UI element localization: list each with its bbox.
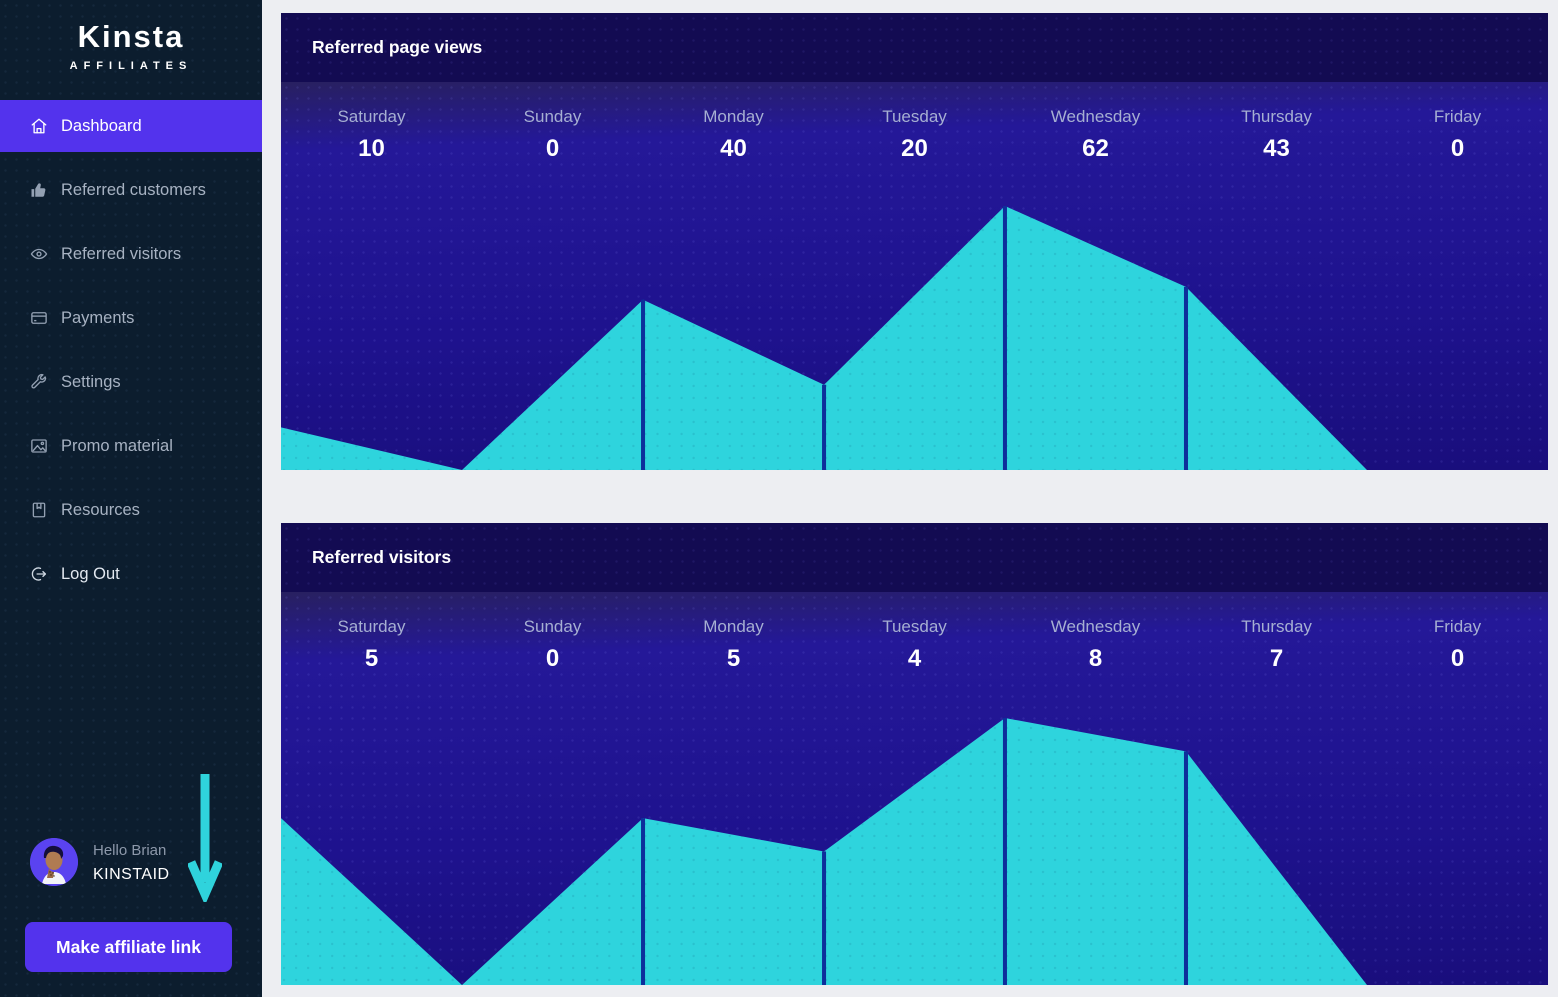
- day-label: Wednesday: [1050, 617, 1141, 636]
- day-label: Saturday: [337, 617, 406, 636]
- sidebar-item-label: Referred customers: [61, 180, 206, 199]
- day-label: Saturday: [337, 107, 406, 126]
- day-column-tuesday: Tuesday 20: [824, 107, 1005, 163]
- sidebar-item-label: Referred visitors: [61, 244, 182, 263]
- day-value: 5: [726, 645, 741, 672]
- sidebar-nav: Dashboard Referred customers Referred visi…: [0, 100, 262, 612]
- sidebar: Kinsta AFFILIATES Dashboard Referred cust…: [0, 0, 262, 997]
- avatar: [30, 838, 78, 886]
- sidebar-item-label: Settings: [61, 372, 121, 391]
- sidebar-item-log-out[interactable]: Log Out: [0, 548, 262, 600]
- day-value: 4: [907, 645, 922, 672]
- day-column-tuesday: Tuesday 4: [824, 617, 1005, 673]
- card-title: Referred page views: [312, 37, 483, 57]
- day-label: Sunday: [523, 107, 582, 126]
- day-column-friday: Friday 0: [1367, 617, 1548, 673]
- day-label: Tuesday: [882, 107, 947, 126]
- sidebar-item-payments[interactable]: Payments: [0, 292, 262, 344]
- brand-name: Kinsta: [77, 19, 185, 54]
- card-title: Referred visitors: [312, 547, 452, 567]
- day-column-thursday: Thursday 7: [1186, 617, 1367, 673]
- sidebar-item-label: Dashboard: [61, 116, 142, 135]
- card-header: Referred visitors: [281, 523, 1548, 592]
- day-value: 7: [1269, 645, 1284, 672]
- area-chart-svg: [281, 206, 1548, 470]
- day-value: 43: [1263, 135, 1290, 162]
- eye-icon: [30, 245, 48, 263]
- day-label: Sunday: [523, 617, 582, 636]
- referred-visitors-card: Referred visitors Saturday 5 Sunday 0 Monday…: [281, 523, 1548, 985]
- sidebar-item-label: Promo material: [61, 436, 173, 455]
- make-affiliate-link-button[interactable]: Make affiliate link: [25, 922, 232, 972]
- day-value: 0: [545, 135, 560, 162]
- day-column-friday: Friday 0: [1367, 107, 1548, 163]
- day-label: Thursday: [1241, 617, 1312, 636]
- referred-page-views-card: Referred page views Saturday 10 Sunday 0 Mon…: [281, 13, 1548, 470]
- down-arrow-annotation: [188, 774, 222, 902]
- sidebar-item-referred-visitors[interactable]: Referred visitors: [0, 228, 262, 280]
- day-column-wednesday: Wednesday 8: [1005, 617, 1186, 673]
- day-label: Monday: [703, 617, 764, 636]
- day-label: Friday: [1433, 617, 1482, 636]
- sidebar-item-label: Log Out: [61, 564, 120, 583]
- day-label: Wednesday: [1050, 107, 1141, 126]
- brand-logo: Kinsta AFFILIATES: [0, 0, 262, 72]
- credit-card-icon: [30, 309, 48, 327]
- sidebar-item-label: Resources: [61, 500, 140, 519]
- day-value: 10: [358, 135, 385, 162]
- chart-plot-area: Saturday 5 Sunday 0 Monday 5 Tuesday 4 Wednesday…: [281, 592, 1548, 985]
- day-value: 0: [1450, 645, 1465, 672]
- day-value: 5: [364, 645, 379, 672]
- main-content: Referred page views Saturday 10 Sunday 0 Mon…: [262, 0, 1558, 997]
- user-username: KINSTAID: [93, 866, 170, 883]
- logout-icon: [30, 565, 48, 583]
- book-icon: [30, 501, 48, 519]
- sidebar-item-settings[interactable]: Settings: [0, 356, 262, 408]
- day-columns: Saturday 5 Sunday 0 Monday 5 Tuesday 4 Wednesday…: [281, 592, 1548, 673]
- day-value: 0: [1450, 135, 1465, 162]
- image-icon: [30, 437, 48, 455]
- day-value: 8: [1088, 645, 1103, 672]
- area-series: [281, 206, 1548, 470]
- sidebar-item-label: Payments: [61, 308, 135, 327]
- day-column-monday: Monday 5: [643, 617, 824, 673]
- day-column-wednesday: Wednesday 62: [1005, 107, 1186, 163]
- home-icon: [30, 117, 48, 135]
- day-column-thursday: Thursday 43: [1186, 107, 1367, 163]
- day-columns: Saturday 10 Sunday 0 Monday 40 Tuesday 20 Wednes…: [281, 82, 1548, 163]
- day-label: Tuesday: [882, 617, 947, 636]
- day-value: 40: [720, 135, 747, 162]
- day-column-sunday: Sunday 0: [462, 617, 643, 673]
- day-column-saturday: Saturday 10: [281, 107, 462, 163]
- day-column-saturday: Saturday 5: [281, 617, 462, 673]
- day-value: 62: [1082, 135, 1109, 162]
- day-value: 0: [545, 645, 560, 672]
- sidebar-item-referred-customers[interactable]: Referred customers: [0, 164, 262, 216]
- user-greeting: Hello Brian: [93, 842, 167, 859]
- day-value: 20: [901, 135, 928, 162]
- area-chart-svg: [281, 718, 1548, 985]
- user-block: Hello Brian KINSTAID: [0, 836, 262, 896]
- sidebar-item-resources[interactable]: Resources: [0, 484, 262, 536]
- sidebar-item-promo-material[interactable]: Promo material: [0, 420, 262, 472]
- brand-tagline: AFFILIATES: [69, 60, 193, 72]
- day-label: Monday: [703, 107, 764, 126]
- sidebar-item-dashboard[interactable]: Dashboard: [0, 100, 262, 152]
- day-column-sunday: Sunday 0: [462, 107, 643, 163]
- day-label: Thursday: [1241, 107, 1312, 126]
- chart-plot-area: Saturday 10 Sunday 0 Monday 40 Tuesday 20 Wednes…: [281, 82, 1548, 470]
- area-series: [281, 718, 1548, 985]
- card-header: Referred page views: [281, 13, 1548, 82]
- wrench-icon: [30, 373, 48, 391]
- thumbs-up-icon: [30, 181, 48, 199]
- day-column-monday: Monday 40: [643, 107, 824, 163]
- day-label: Friday: [1433, 107, 1482, 126]
